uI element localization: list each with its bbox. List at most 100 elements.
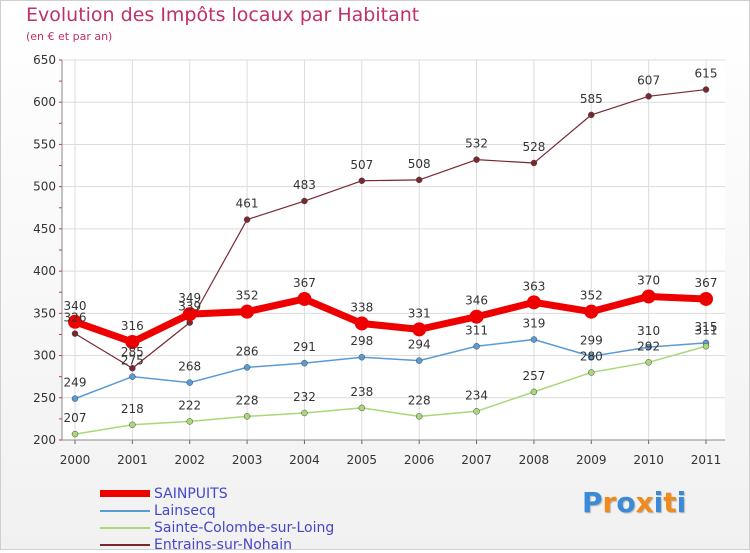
data-label-sainte-colombe: 257 [522,369,545,383]
legend-item-entrains: Entrains-sur-Nohain [100,536,334,553]
data-label-sainpuits: 338 [350,300,373,314]
data-label-sainte-colombe: 228 [236,393,259,407]
y-tick-label: 250 [33,391,56,405]
x-tick-label: 2006 [404,453,435,467]
y-tick-label: 300 [33,349,56,363]
data-point-sainpuits [526,295,541,310]
data-label-entrains: 508 [408,157,431,171]
data-label-sainte-colombe: 238 [350,385,373,399]
data-point-lainsecq [358,353,366,361]
data-label-lainsecq: 291 [293,340,316,354]
data-label-lainsecq: 311 [465,323,488,337]
data-point-sainpuits [699,291,713,306]
series-line-sainpuits [71,292,710,346]
data-point-entrains [358,177,366,185]
data-label-entrains: 607 [637,73,660,87]
data-point-sainpuits [584,304,599,319]
data-label-sainpuits: 363 [522,279,545,293]
data-label-lainsecq: 310 [637,324,660,338]
data-label-lainsecq: 319 [522,317,545,331]
data-point-lainsecq [530,336,538,343]
x-tick-label: 2009 [576,453,607,467]
data-point-sainte-colombe [530,388,538,396]
data-point-sainte-colombe [129,421,136,429]
y-tick-label: 350 [33,306,56,320]
x-tick-label: 2011 [691,453,722,467]
x-tick-label: 2008 [519,453,550,467]
data-point-sainpuits [641,289,656,304]
legend-label-lainsecq: Lainsecq [154,502,216,519]
data-point-sainte-colombe [243,413,251,420]
data-point-entrains [702,86,710,93]
data-point-lainsecq [243,364,251,371]
data-point-entrains [243,216,251,223]
data-label-lainsecq: 275 [121,354,144,368]
legend-swatch-lainsecq [100,509,150,512]
data-label-sainpuits: 370 [637,273,660,287]
data-point-entrains [645,93,652,100]
data-point-sainte-colombe [415,413,423,420]
x-tick-label: 2000 [60,453,91,467]
data-point-sainte-colombe [71,430,79,438]
data-label-lainsecq: 315 [695,320,718,334]
legend-swatch-sainpuits [100,490,150,497]
data-point-lainsecq [588,353,595,360]
x-tick-label: 2007 [461,453,492,467]
data-label-sainpuits: 331 [408,306,431,320]
data-label-sainpuits: 367 [293,276,316,290]
x-tick-label: 2004 [289,453,320,467]
logo-letter: x [635,486,654,519]
data-point-sainte-colombe [588,369,595,376]
data-label-sainte-colombe: 207 [64,411,87,425]
data-point-sainte-colombe [702,343,710,350]
data-point-entrains [129,364,136,372]
data-label-sainpuits: 346 [465,294,488,308]
data-label-sainpuits: 340 [64,299,87,313]
data-label-sainpuits: 349 [178,291,201,305]
legend-label-sainte-colombe: Sainte-Colombe-sur-Loing [154,519,335,536]
data-point-entrains [588,111,595,119]
logo-letter: i [676,486,687,519]
data-label-sainte-colombe: 218 [121,402,144,416]
y-tick-label: 550 [33,137,56,151]
series-line-sainte-colombe [74,345,707,435]
legend-swatch-sainte-colombe [100,526,150,529]
data-point-entrains [473,156,480,163]
data-label-lainsecq: 299 [580,333,603,347]
data-label-sainpuits: 352 [236,289,259,303]
data-label-sainte-colombe: 234 [465,388,488,402]
chart-title: Evolution des Impôts locaux par Habitant [26,4,420,26]
data-point-entrains [415,176,423,184]
data-point-entrains [71,330,79,337]
data-point-lainsecq [473,343,480,350]
data-label-entrains: 615 [695,67,718,81]
data-label-entrains: 528 [522,140,545,154]
series-line-entrains [74,88,707,369]
data-point-sainpuits [182,307,197,322]
data-label-entrains: 507 [350,158,373,172]
y-tick-label: 650 [33,53,56,67]
y-tick-label: 600 [33,95,56,109]
logo-letter: i [653,486,664,519]
data-label-sainte-colombe: 280 [580,349,603,363]
data-point-lainsecq [415,357,423,364]
data-point-lainsecq [301,359,308,367]
legend-label-sainpuits: SAINPUITS [154,485,228,502]
data-point-lainsecq [645,343,652,351]
plot-area [62,60,725,440]
data-label-lainsecq: 298 [350,334,373,348]
data-point-sainte-colombe [301,409,308,417]
logo-letter: t [663,486,677,519]
data-label-lainsecq: 249 [64,376,87,390]
legend-item-sainte-colombe: Sainte-Colombe-sur-Loing [100,519,334,536]
data-label-entrains: 285 [121,345,144,359]
logo-letter: o [616,486,636,519]
data-point-lainsecq [186,379,193,386]
data-point-sainte-colombe [473,408,480,415]
data-label-sainte-colombe: 232 [293,390,316,404]
legend-label-entrains: Entrains-sur-Nohain [154,536,292,553]
data-label-lainsecq: 286 [236,344,259,358]
logo-letter: P [582,486,603,519]
y-tick-label: 400 [33,264,56,278]
data-point-sainpuits [469,309,484,324]
